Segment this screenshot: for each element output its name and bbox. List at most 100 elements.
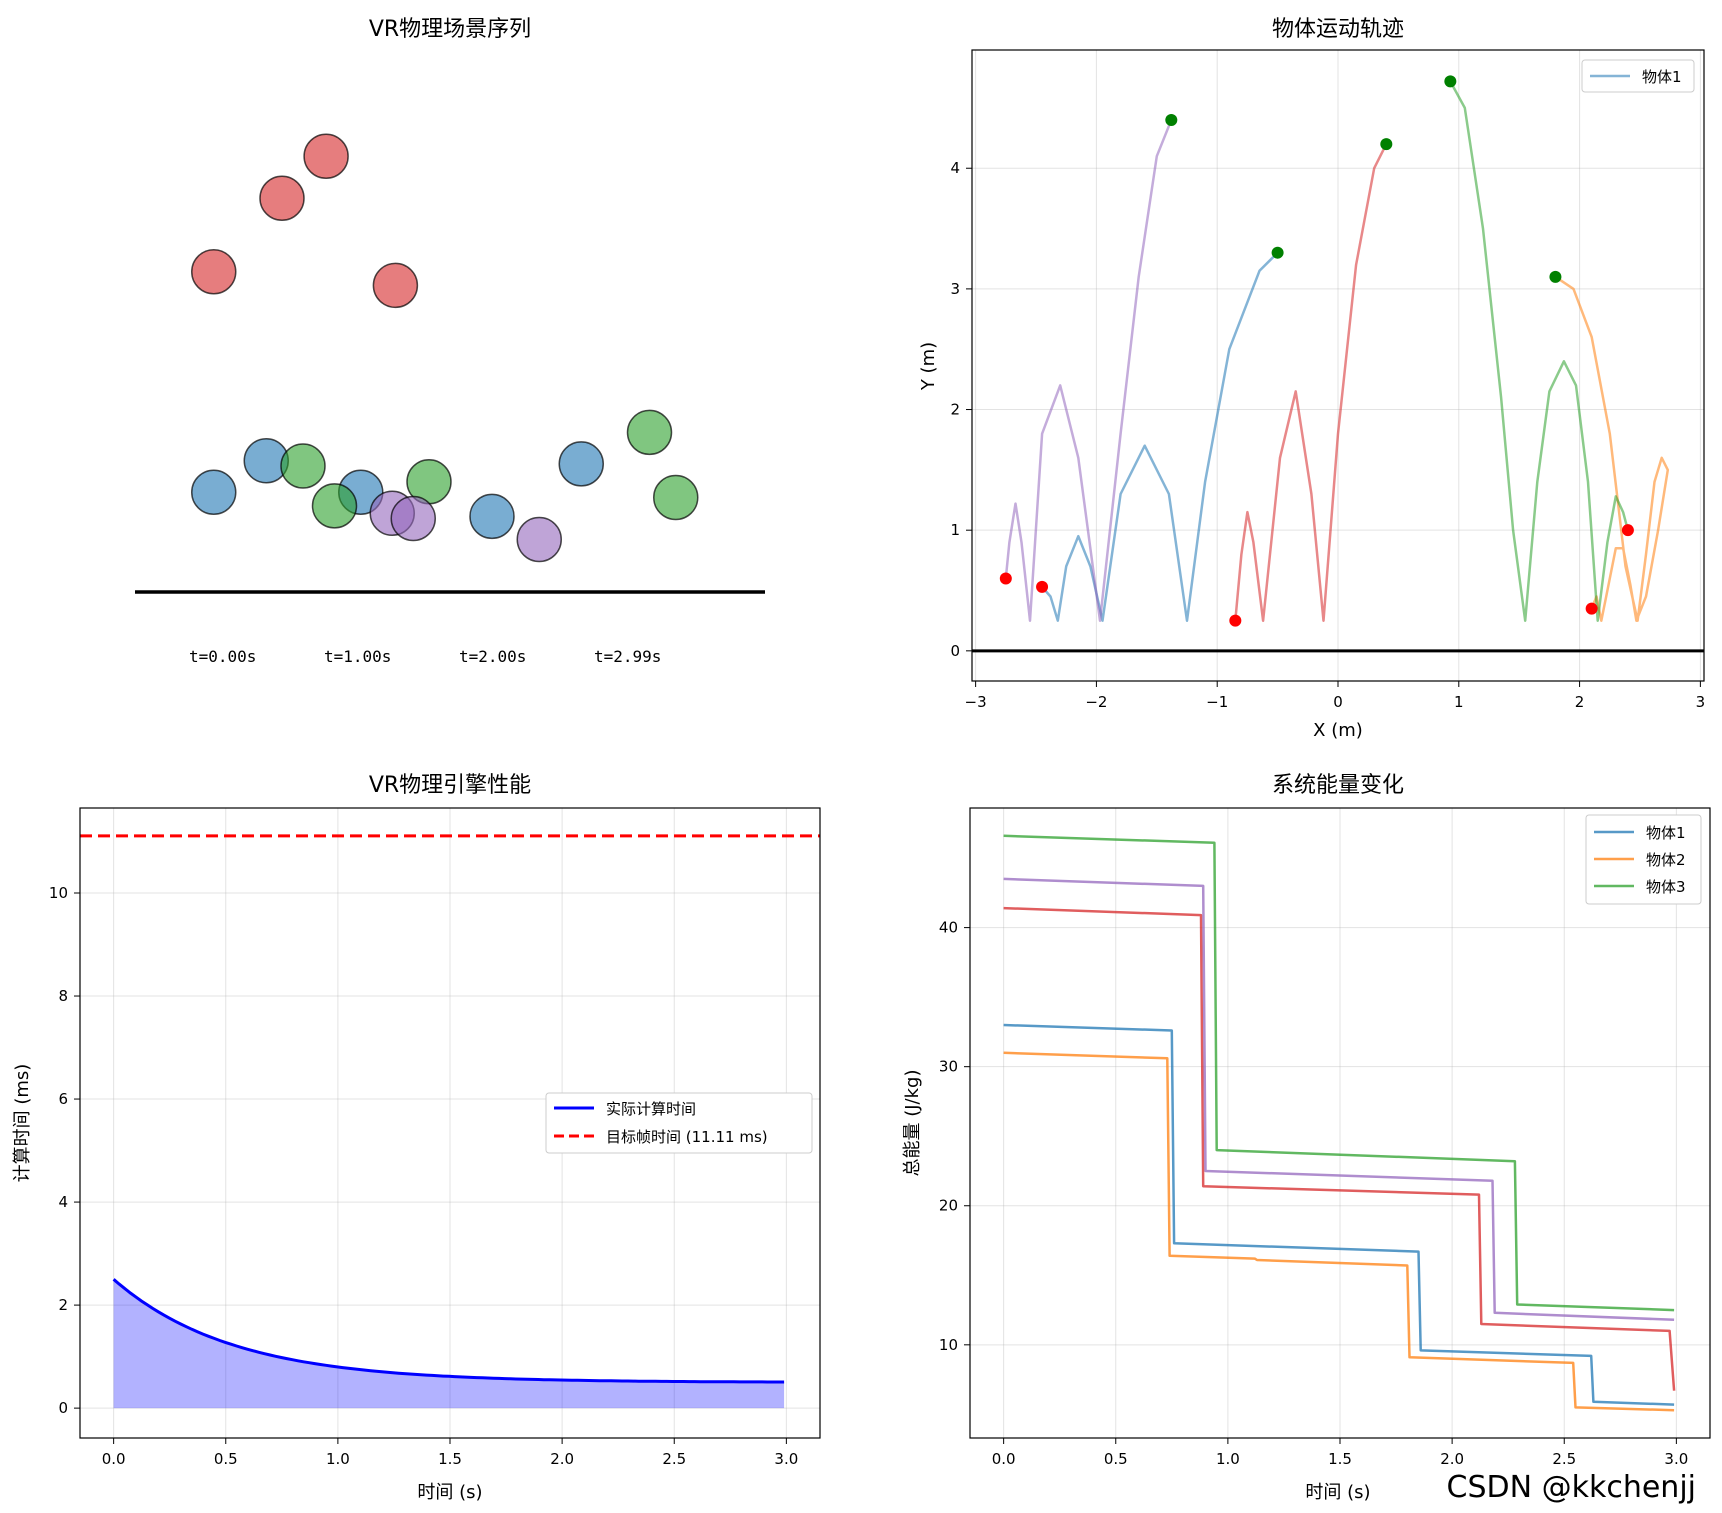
performance-actual-line	[112, 1278, 785, 1384]
trajectory-x-tick-label: 1	[1454, 693, 1464, 711]
energy-x-tick-label: 3.0	[1664, 1450, 1688, 1468]
energy-line	[1003, 1051, 1675, 1412]
energy-ylabel: 总能量 (J/kg)	[902, 1070, 923, 1177]
energy-x-tick-label: 1.0	[1216, 1450, 1240, 1468]
energy-x-tick-label: 0.0	[992, 1450, 1016, 1468]
trajectory-x-tick-label: 2	[1575, 693, 1585, 711]
trajectory-y-tick-label: 0	[950, 642, 960, 660]
energy-x-tick-label: 1.5	[1328, 1450, 1352, 1468]
trajectory-x-tick-label: 3	[1696, 693, 1706, 711]
scene-title: VR物理场景序列	[369, 17, 531, 42]
trajectory-panel: 物体运动轨迹 −3 −2 −1 0 1 2 3 0 1 2 3 4 X (m) Y (m) 物体1	[918, 17, 1705, 741]
performance-legend-label: 目标帧时间 (11.11 ms)	[606, 1128, 768, 1146]
performance-y-tick-label: 6	[58, 1090, 68, 1108]
energy-y-tick-label: 10	[939, 1336, 958, 1354]
energy-xlabel: 时间 (s)	[1305, 1482, 1370, 1503]
energy-line	[1003, 906, 1676, 1391]
energy-legend-label: 物体3	[1646, 878, 1686, 896]
trajectory-y-tick-label: 3	[950, 280, 960, 298]
performance-y-tick-label: 2	[58, 1296, 68, 1314]
trajectory-x-tick-label: −1	[1206, 693, 1228, 711]
trajectory-title: 物体运动轨迹	[1272, 17, 1404, 42]
energy-y-tick-label: 30	[939, 1058, 958, 1076]
scene-ball	[372, 262, 419, 309]
scene-time-label: t=1.00s	[324, 647, 391, 666]
performance-x-tick-label: 0.5	[214, 1450, 238, 1468]
scene-time-label: t=2.99s	[594, 647, 661, 666]
performance-x-tick-label: 0.0	[102, 1450, 126, 1468]
performance-x-tick-label: 1.5	[438, 1450, 462, 1468]
scene-panel: VR物理场景序列 t=0.00s t=1.00s t=2.00s t=2.99s	[135, 17, 765, 666]
trajectory-start-point	[1380, 138, 1393, 151]
performance-legend-label: 实际计算时间	[606, 1100, 696, 1118]
trajectory-end-point	[1229, 614, 1242, 627]
energy-y-tick-label: 20	[939, 1197, 958, 1215]
scene-time-label: t=0.00s	[189, 647, 256, 666]
energy-legend: 物体1 物体2 物体3	[1585, 814, 1702, 905]
energy-line	[1003, 877, 1675, 1322]
performance-x-tick-label: 1.0	[326, 1450, 350, 1468]
trajectory-line	[1004, 119, 1173, 622]
performance-area-fill	[113, 1279, 785, 1409]
trajectory-end-point	[999, 572, 1012, 585]
performance-x-tick-label: 2.0	[550, 1450, 574, 1468]
trajectory-start-point	[1549, 270, 1562, 283]
performance-y-tick-label: 0	[58, 1399, 68, 1417]
energy-y-tick-label: 40	[939, 919, 958, 937]
trajectory-line	[1449, 80, 1630, 622]
scene-ball	[558, 441, 604, 487]
scene-ball	[191, 469, 237, 515]
trajectory-start-point	[1271, 246, 1284, 259]
scene-ball	[280, 443, 326, 489]
scene-ball	[191, 249, 237, 295]
energy-line	[1003, 834, 1675, 1312]
trajectory-x-tick-label: 0	[1333, 693, 1343, 711]
trajectory-start-point	[1444, 75, 1457, 88]
trajectory-end-point	[1621, 524, 1634, 537]
performance-y-tick-label: 8	[58, 987, 68, 1005]
energy-panel: 系统能量变化 0.0 0.5 1.0 1.5 2.0 2.5 3.0 10 20 30 40 时间 …	[902, 773, 1711, 1503]
trajectory-end-point	[1585, 602, 1598, 615]
scene-ball	[469, 493, 515, 540]
performance-ylabel: 计算时间 (ms)	[12, 1064, 33, 1183]
trajectory-x-tick-label: −2	[1085, 693, 1107, 711]
scene-ball	[303, 133, 349, 179]
scene-ball	[653, 474, 699, 521]
energy-legend-label: 物体2	[1646, 851, 1686, 869]
energy-line	[1003, 1023, 1675, 1406]
energy-legend-label: 物体1	[1646, 824, 1686, 842]
performance-panel: VR物理引擎性能 0.0 0.5 1.0 1.5 2.0 2.5 3.0 0 2 4 6 8 10 时间…	[12, 773, 821, 1503]
trajectory-line	[1041, 251, 1279, 622]
performance-y-tick-label: 4	[58, 1193, 68, 1211]
performance-x-tick-label: 2.5	[662, 1450, 686, 1468]
trajectory-y-tick-label: 2	[950, 401, 960, 419]
trajectory-start-point	[1165, 113, 1178, 126]
trajectory-line	[1554, 275, 1670, 622]
scene-ball	[311, 483, 358, 529]
performance-legend: 实际计算时间 目标帧时间 (11.11 ms)	[545, 1092, 813, 1154]
trajectory-y-tick-label: 4	[950, 159, 960, 177]
scene-ball	[390, 495, 436, 542]
scene-ball	[626, 409, 673, 456]
performance-x-tick-label: 3.0	[774, 1450, 798, 1468]
trajectory-line	[1234, 143, 1388, 622]
performance-title: VR物理引擎性能	[369, 773, 531, 798]
trajectory-end-point	[1036, 580, 1049, 593]
watermark: CSDN @kkchenjj	[1447, 1470, 1696, 1505]
trajectory-x-tick-label: −3	[965, 693, 987, 711]
performance-xlabel: 时间 (s)	[417, 1482, 482, 1503]
energy-x-tick-label: 2.0	[1440, 1450, 1464, 1468]
trajectory-xlabel: X (m)	[1313, 720, 1363, 741]
energy-x-tick-label: 2.5	[1552, 1450, 1576, 1468]
trajectory-legend: 物体1	[1581, 59, 1695, 93]
performance-y-tick-label: 10	[49, 884, 68, 902]
energy-title: 系统能量变化	[1272, 773, 1404, 798]
scene-time-label: t=2.00s	[459, 647, 526, 666]
trajectory-y-tick-label: 1	[950, 521, 960, 539]
trajectory-ylabel: Y (m)	[918, 342, 939, 391]
scene-ball	[259, 175, 305, 221]
scene-ball	[516, 516, 562, 563]
energy-x-tick-label: 0.5	[1104, 1450, 1128, 1468]
trajectory-legend-label: 物体1	[1642, 68, 1682, 86]
